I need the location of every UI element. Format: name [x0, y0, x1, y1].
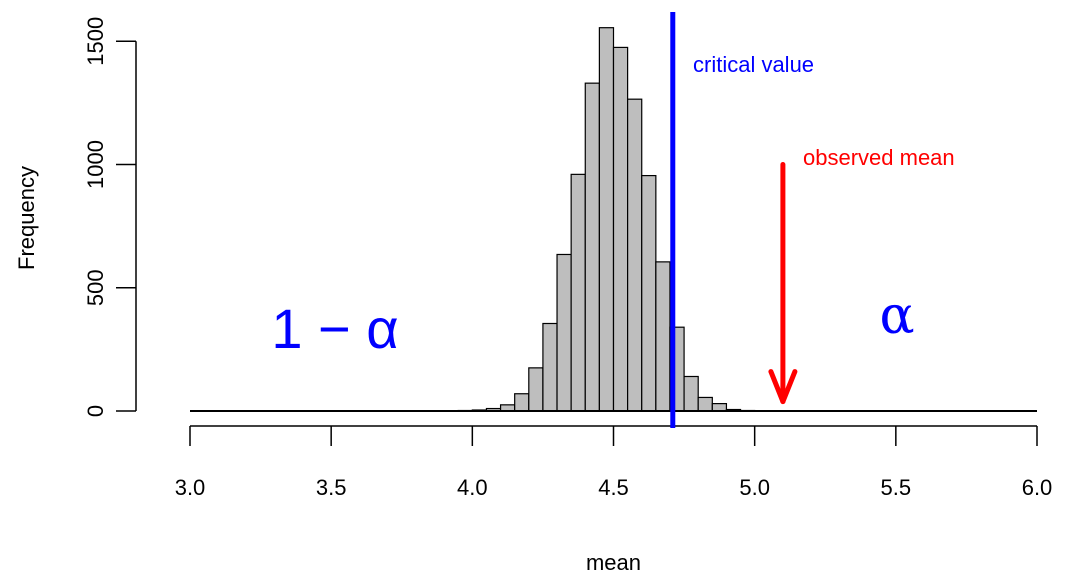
observed-mean-arrow [768, 162, 798, 405]
x-tick-label: 4.5 [598, 475, 629, 500]
observed-mean-label: observed mean [803, 145, 955, 170]
histogram-bar [514, 393, 530, 412]
x-axis: 3.0 3.5 4.0 4.5 5.0 5.5 6.0 [175, 425, 1053, 500]
histogram-bar [598, 27, 615, 412]
histogram-bar [697, 396, 713, 412]
one-minus-alpha-label: 1 − α [271, 297, 398, 360]
histogram-bar [627, 98, 643, 412]
x-tick-label: 6.0 [1022, 475, 1053, 500]
y-tick-label: 0 [83, 405, 108, 417]
histogram-bar [711, 403, 728, 412]
histogram-bar [556, 253, 572, 412]
observed-mean-arrow-head [768, 369, 798, 405]
histogram-bar [542, 322, 558, 412]
x-tick-label: 3.0 [175, 475, 206, 500]
critical-value-label: critical value [693, 52, 814, 77]
x-tick-label: 5.0 [739, 475, 770, 500]
y-axis-title: Frequency [14, 166, 39, 270]
y-tick-label: 500 [83, 269, 108, 306]
y-ticks: 0 500 1000 1500 [83, 17, 136, 417]
histogram-bar [641, 174, 657, 412]
histogram-bar [584, 82, 600, 412]
x-tick-label: 3.5 [316, 475, 347, 500]
y-axis: 0 500 1000 1500 [83, 17, 137, 417]
histogram-bar [528, 367, 544, 412]
x-ticks: 3.0 3.5 4.0 4.5 5.0 5.5 6.0 [175, 426, 1053, 500]
x-tick-label: 5.5 [881, 475, 912, 500]
histogram-bars [443, 27, 784, 412]
histogram-bar [570, 173, 586, 412]
histogram-bar [655, 261, 671, 412]
x-tick-label: 4.0 [457, 475, 488, 500]
histogram-bar [683, 375, 699, 412]
alpha-label: α [879, 286, 914, 346]
x-axis-title: mean [586, 550, 641, 575]
histogram-bar [612, 46, 629, 412]
y-tick-label: 1000 [83, 140, 108, 189]
y-tick-label: 1500 [83, 17, 108, 66]
